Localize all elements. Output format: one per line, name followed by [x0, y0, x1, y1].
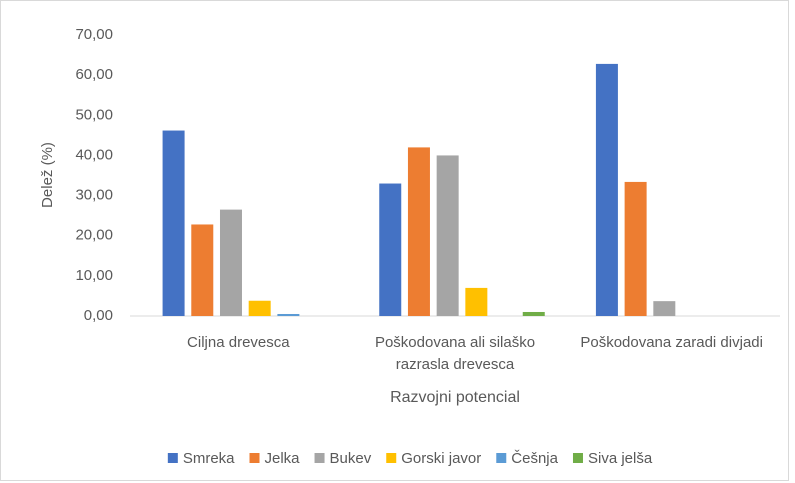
- y-tick-label: 70,00: [75, 26, 113, 43]
- bar: [219, 209, 242, 316]
- legend-swatch: [572, 453, 583, 463]
- bar: [595, 63, 618, 316]
- bar: [653, 301, 676, 316]
- legend-swatch: [167, 453, 178, 463]
- legend-swatch: [496, 453, 507, 463]
- legend-label: Gorski javor: [401, 450, 481, 467]
- bar: [436, 155, 459, 316]
- legend-label: Jelka: [265, 450, 301, 467]
- legend-label: Siva jelša: [588, 450, 653, 467]
- bar: [191, 224, 214, 316]
- x-tick-label: Poškodovana ali silaško razrasla drevesca: [375, 334, 535, 373]
- legend-label: Bukev: [330, 450, 372, 467]
- legend-swatch: [249, 453, 260, 463]
- x-tick-label: Poškodovana zaradi divjadi: [580, 334, 763, 351]
- y-tick-label: 50,00: [75, 106, 113, 123]
- legend: Smreka Jelka Bukev Gorski javor Češnja Siva j…: [167, 450, 653, 467]
- bar: [465, 287, 488, 316]
- x-tick-label: Ciljna drevesca: [187, 334, 290, 351]
- y-tick-label: 30,00: [75, 187, 113, 204]
- y-tick-label: 0,00: [84, 307, 113, 324]
- y-axis-title: Delež (%): [39, 142, 56, 208]
- legend-swatch: [386, 453, 397, 463]
- bar: [624, 181, 647, 316]
- legend-label: Smreka: [183, 450, 235, 467]
- bar: [277, 313, 300, 316]
- x-axis-title: Razvojni potencial: [390, 389, 520, 406]
- bar: [162, 130, 185, 316]
- bar: [379, 183, 402, 316]
- bar: [248, 300, 271, 316]
- y-tick-label: 60,00: [75, 66, 113, 83]
- legend-label: Češnja: [511, 450, 558, 467]
- y-tick-label: 40,00: [75, 146, 113, 163]
- bar: [522, 311, 545, 316]
- y-tick-label: 10,00: [75, 267, 113, 284]
- bar: [407, 147, 430, 316]
- y-tick-label: 20,00: [75, 227, 113, 244]
- legend-swatch: [314, 453, 325, 463]
